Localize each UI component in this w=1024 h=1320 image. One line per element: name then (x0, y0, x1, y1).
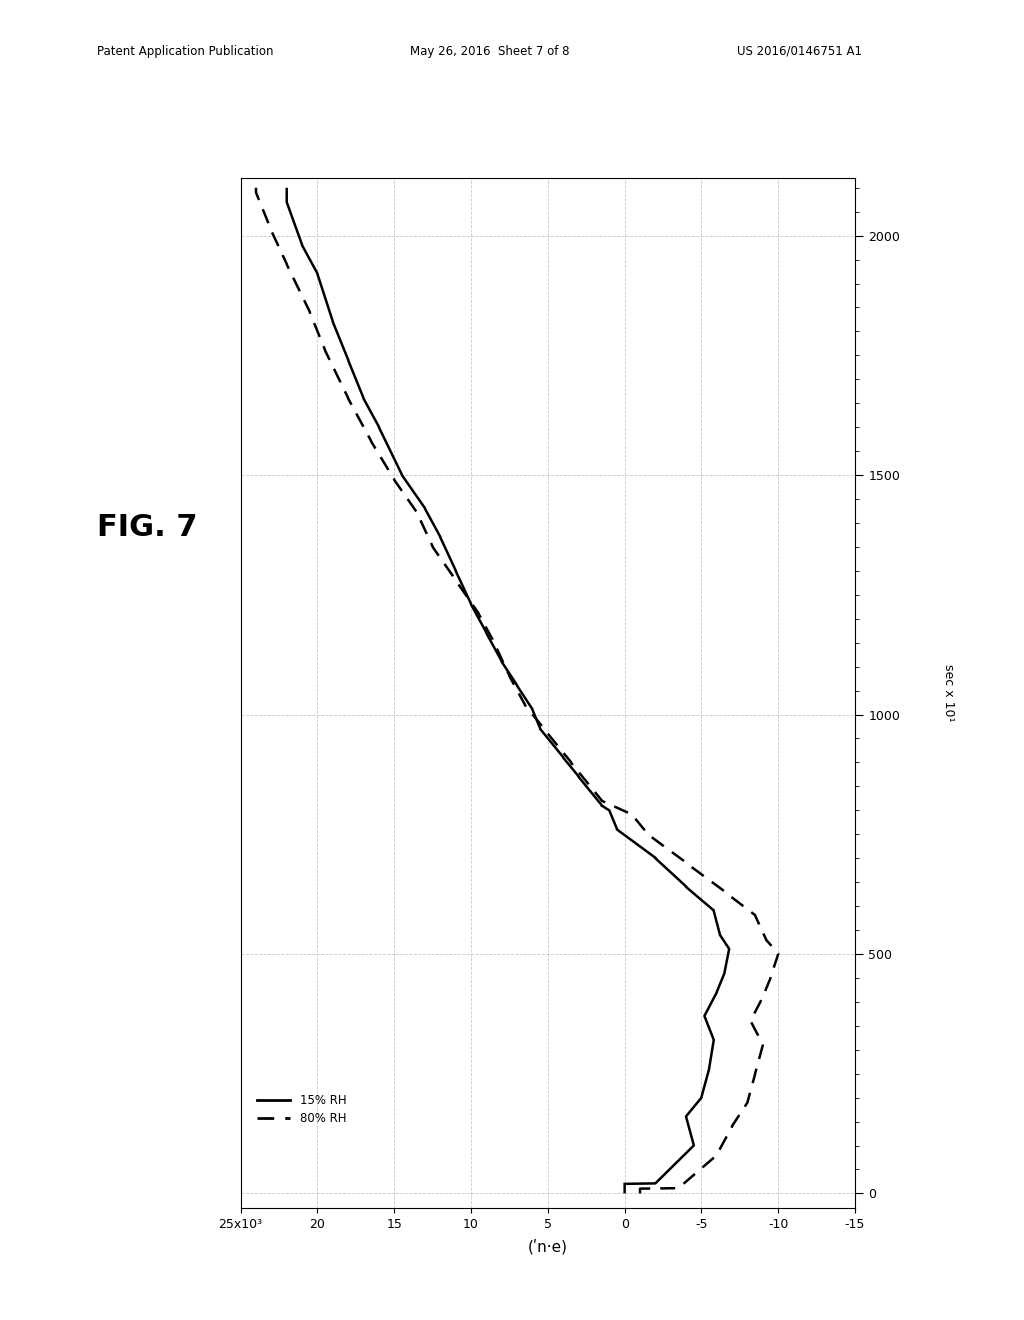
Text: May 26, 2016  Sheet 7 of 8: May 26, 2016 Sheet 7 of 8 (410, 45, 569, 58)
Text: Patent Application Publication: Patent Application Publication (97, 45, 273, 58)
X-axis label: (ʹn·e): (ʹn·e) (527, 1239, 568, 1254)
Text: FIG. 7: FIG. 7 (97, 513, 198, 543)
Legend: 15% RH, 80% RH: 15% RH, 80% RH (253, 1089, 351, 1130)
Y-axis label: sec x 10¹: sec x 10¹ (942, 664, 954, 722)
Text: US 2016/0146751 A1: US 2016/0146751 A1 (737, 45, 862, 58)
